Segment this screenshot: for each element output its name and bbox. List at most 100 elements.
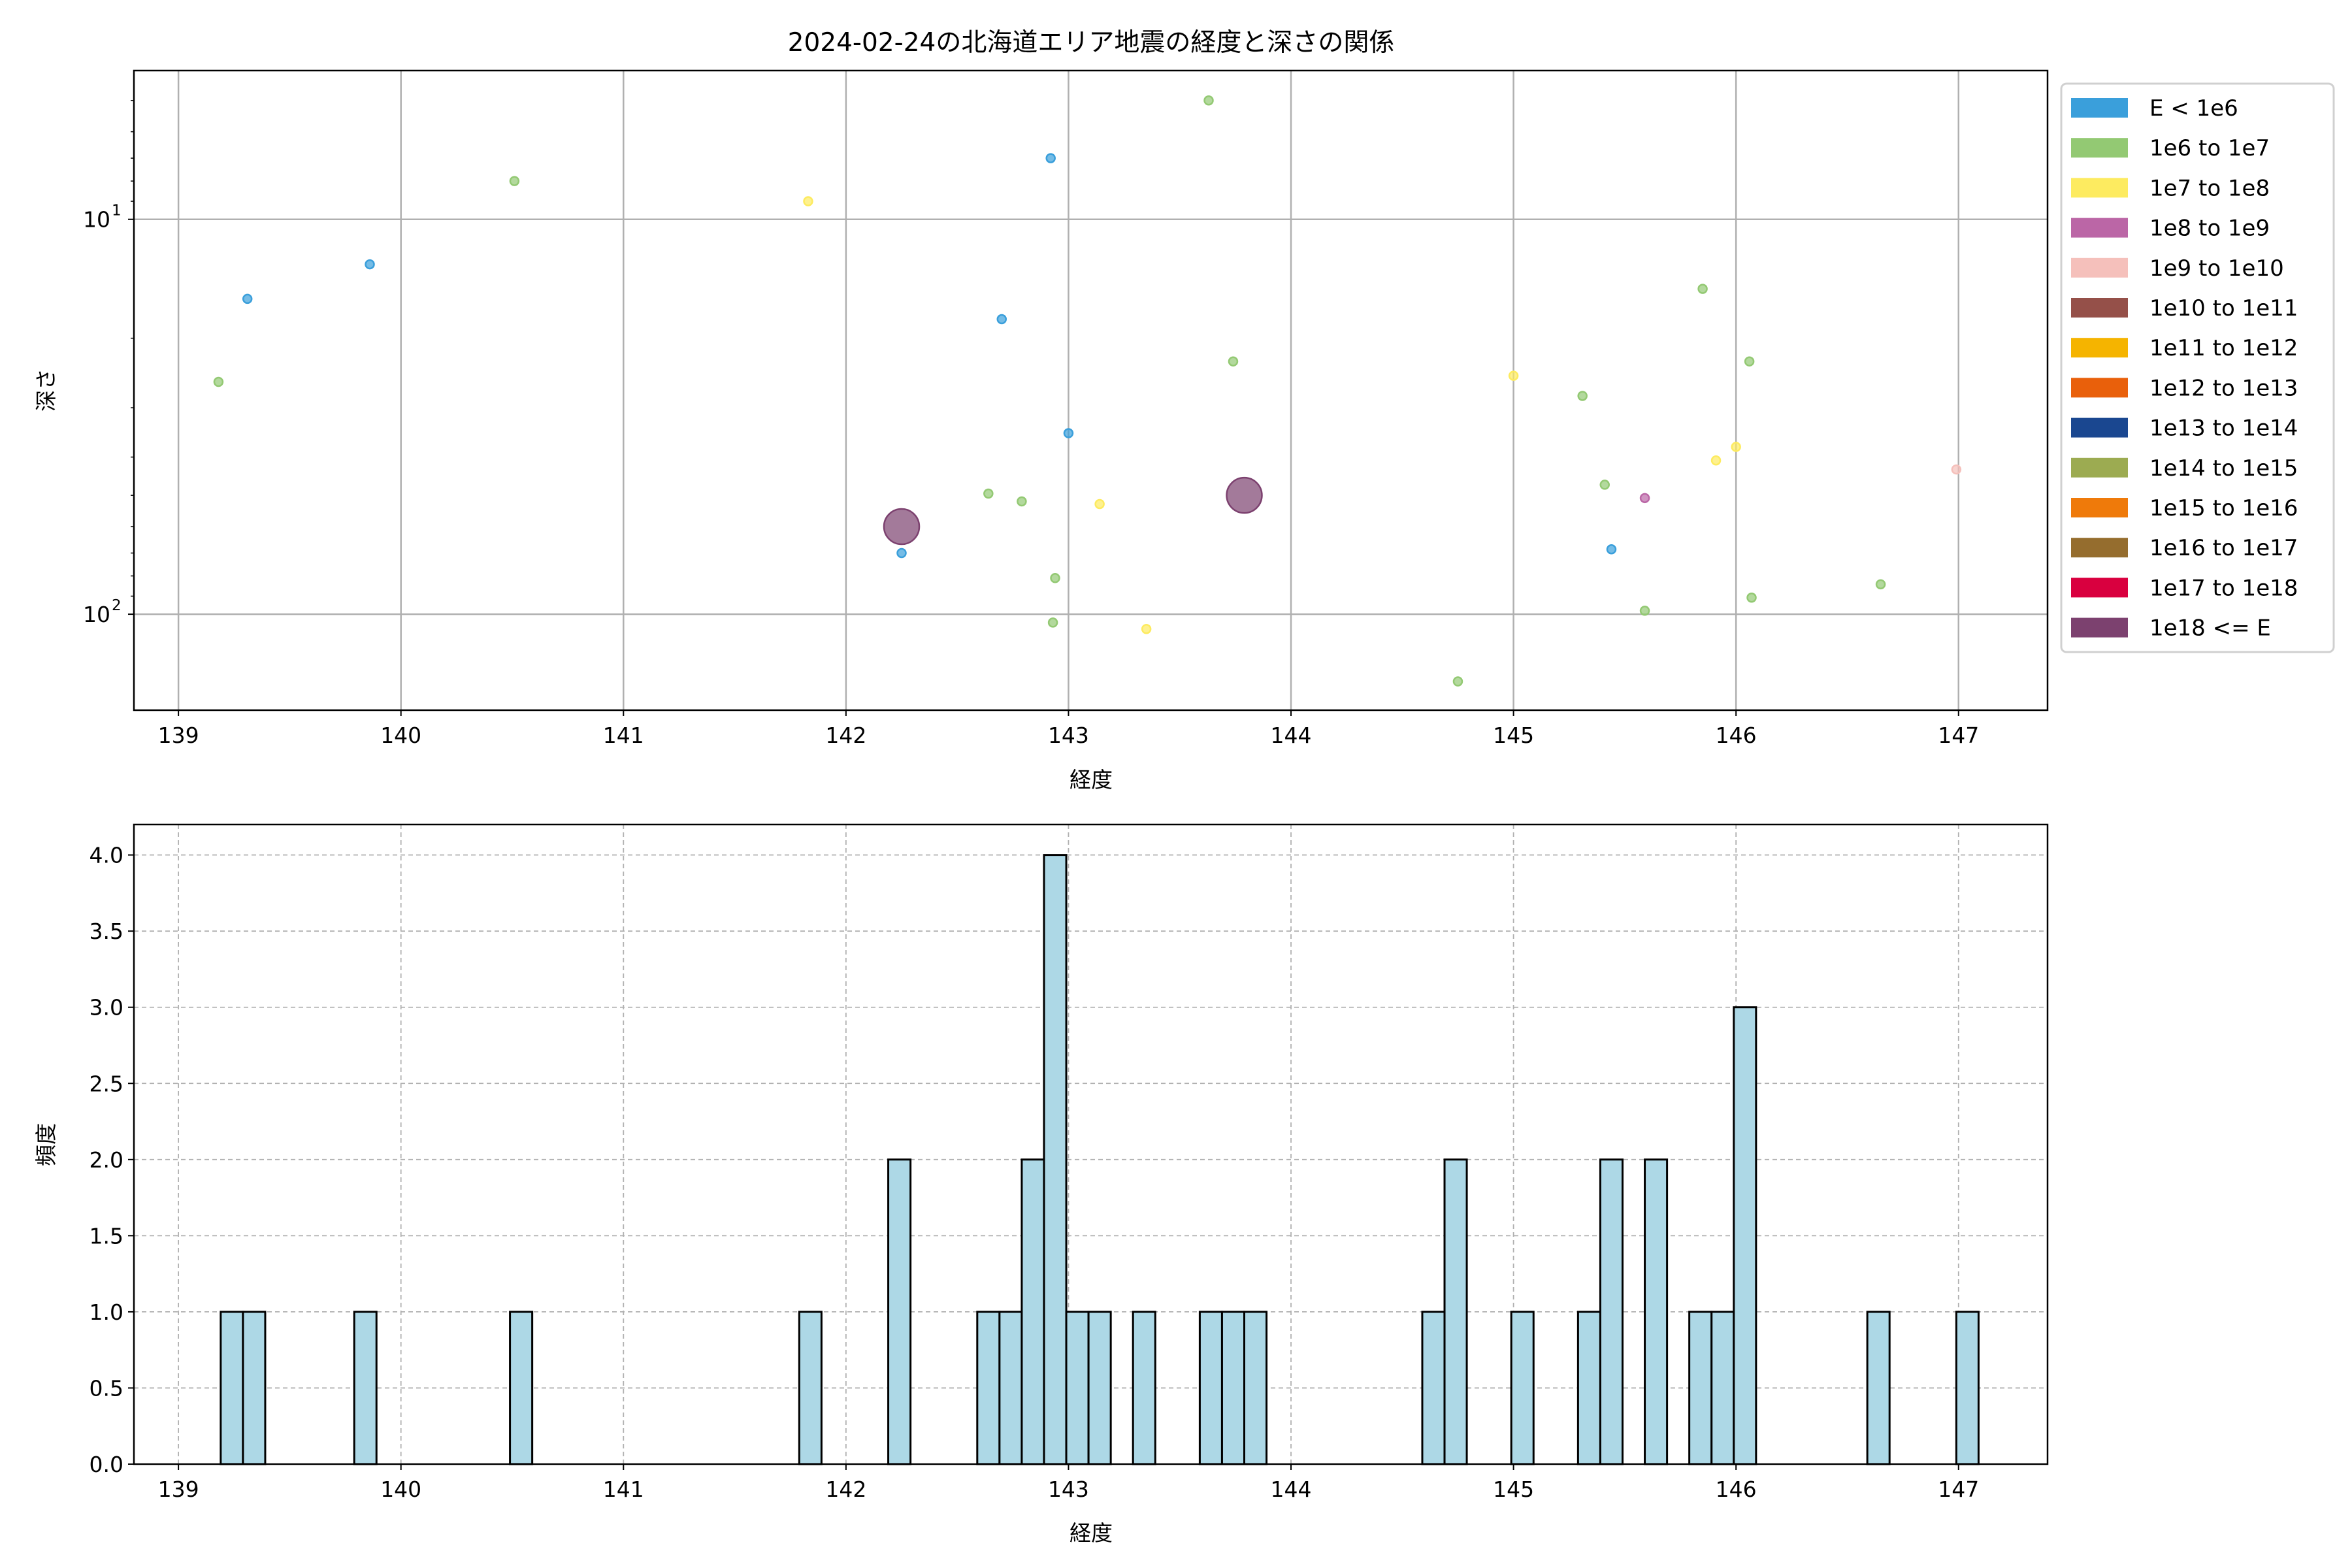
x-tick-label: 144 bbox=[1271, 1477, 1312, 1502]
histogram-bar bbox=[887, 1158, 912, 1465]
histogram-bar bbox=[1132, 1311, 1156, 1465]
data-point bbox=[1606, 544, 1617, 555]
y-tick-label: 1.0 bbox=[90, 1299, 123, 1325]
scatter-x-label: 経度 bbox=[1070, 767, 1113, 792]
histogram-bar bbox=[1065, 1311, 1090, 1465]
legend-swatch bbox=[2071, 178, 2128, 198]
histogram-chart: 139 140 141 142 143 144 145 146 147 0.0 0.5 1.0 1.5 2… bbox=[90, 823, 2049, 1502]
data-point bbox=[242, 293, 253, 304]
histogram-y-label: 頻度 bbox=[33, 1123, 59, 1166]
legend-swatch bbox=[2071, 138, 2128, 158]
histogram-bar bbox=[1043, 854, 1068, 1465]
histogram-bar bbox=[1220, 1311, 1246, 1465]
legend-label: 1e11 to 1e12 bbox=[2149, 335, 2298, 361]
data-point bbox=[1746, 593, 1757, 603]
y-tick-label: 10 bbox=[83, 602, 110, 627]
y-tick-exponent: 2 bbox=[112, 597, 122, 614]
histogram-bar bbox=[1421, 1311, 1446, 1465]
legend-label: E < 1e6 bbox=[2149, 95, 2238, 122]
x-tick-label: 145 bbox=[1493, 1477, 1534, 1502]
legend-label: 1e17 to 1e18 bbox=[2149, 575, 2298, 601]
legend-box bbox=[2060, 82, 2335, 653]
legend-label: 1e6 to 1e7 bbox=[2149, 135, 2270, 161]
x-tick-label: 140 bbox=[380, 723, 421, 748]
histogram-bar bbox=[1599, 1158, 1624, 1465]
data-point bbox=[1141, 623, 1152, 634]
histogram-bar bbox=[1733, 1006, 1757, 1465]
data-point bbox=[1710, 455, 1722, 466]
histogram-bar bbox=[1198, 1311, 1223, 1465]
legend-label: 1e13 to 1e14 bbox=[2149, 416, 2298, 442]
data-point bbox=[1639, 493, 1650, 504]
y-tick-label: 10 bbox=[83, 207, 110, 233]
histogram-x-label: 経度 bbox=[1070, 1520, 1113, 1546]
x-tick-label: 141 bbox=[603, 1477, 644, 1502]
x-tick-label: 145 bbox=[1493, 723, 1534, 748]
data-point bbox=[1226, 476, 1263, 514]
legend-swatch bbox=[2071, 218, 2128, 238]
histogram-bar bbox=[976, 1311, 1001, 1465]
histogram-bar bbox=[242, 1311, 267, 1465]
chart-title: 2024-02-24の北海道エリア地震の経度と深さの関係 bbox=[788, 28, 1395, 57]
data-point bbox=[213, 376, 224, 387]
data-point bbox=[883, 508, 921, 546]
x-tick-label: 142 bbox=[825, 723, 866, 748]
y-tick-label: 2.5 bbox=[90, 1071, 123, 1096]
data-point bbox=[1050, 573, 1060, 583]
y-tick-label: 1.5 bbox=[90, 1223, 123, 1249]
legend: E < 1e6 1e6 to 1e7 1e7 to 1e8 1e8 to 1e9 1e9… bbox=[2060, 82, 2335, 653]
data-point bbox=[1697, 284, 1708, 294]
x-tick-label: 143 bbox=[1048, 723, 1089, 748]
histogram-bar bbox=[1021, 1158, 1045, 1465]
legend-label: 1e16 to 1e17 bbox=[2149, 535, 2298, 561]
data-point bbox=[509, 176, 520, 186]
legend-label: 1e12 to 1e13 bbox=[2149, 375, 2298, 401]
histogram-bar bbox=[1243, 1311, 1268, 1465]
histogram-bar bbox=[798, 1311, 823, 1465]
legend-label: 1e9 to 1e10 bbox=[2149, 255, 2284, 282]
x-tick-label: 144 bbox=[1271, 723, 1312, 748]
data-point bbox=[1951, 464, 1962, 475]
legend-swatch bbox=[2071, 498, 2128, 517]
y-tick-label: 0.5 bbox=[90, 1375, 123, 1401]
histogram-bar bbox=[1710, 1311, 1735, 1465]
legend-swatch bbox=[2071, 538, 2128, 558]
histogram-bar bbox=[1510, 1311, 1535, 1465]
y-tick-exponent: 1 bbox=[112, 203, 122, 220]
y-tick-label: 0.0 bbox=[90, 1452, 123, 1477]
legend-swatch bbox=[2071, 617, 2128, 638]
x-tick-label: 142 bbox=[825, 1477, 866, 1502]
y-tick-label: 3.5 bbox=[90, 919, 123, 944]
data-point bbox=[1094, 498, 1105, 510]
data-point bbox=[1577, 391, 1588, 401]
x-tick-label: 147 bbox=[1938, 723, 1979, 748]
plot-area bbox=[134, 71, 2048, 710]
data-point bbox=[996, 314, 1007, 325]
histogram-bar bbox=[220, 1311, 244, 1465]
x-tick-label: 146 bbox=[1716, 1477, 1757, 1502]
histogram-bar bbox=[998, 1311, 1023, 1465]
data-point bbox=[1017, 496, 1027, 507]
x-tick-label: 147 bbox=[1938, 1477, 1979, 1502]
histogram-bar bbox=[1688, 1311, 1713, 1465]
histogram-bar bbox=[1866, 1311, 1891, 1465]
legend-label: 1e7 to 1e8 bbox=[2149, 175, 2270, 201]
histogram-bar bbox=[1443, 1158, 1468, 1465]
legend-swatch bbox=[2071, 338, 2128, 358]
data-point bbox=[1452, 676, 1463, 687]
data-point bbox=[365, 259, 375, 270]
data-point bbox=[896, 547, 907, 559]
legend-swatch bbox=[2071, 298, 2128, 318]
y-tick-label: 2.0 bbox=[90, 1147, 123, 1173]
legend-swatch bbox=[2071, 457, 2128, 478]
data-point bbox=[1508, 370, 1519, 381]
legend-label: 1e14 to 1e15 bbox=[2149, 455, 2298, 482]
scatter-y-label: 深さ bbox=[33, 368, 59, 412]
legend-label: 1e8 to 1e9 bbox=[2149, 216, 2270, 242]
x-tick-label: 146 bbox=[1716, 723, 1757, 748]
data-point bbox=[1045, 153, 1056, 163]
data-point bbox=[1639, 606, 1650, 616]
data-point bbox=[1599, 480, 1610, 490]
data-point bbox=[1875, 579, 1886, 590]
